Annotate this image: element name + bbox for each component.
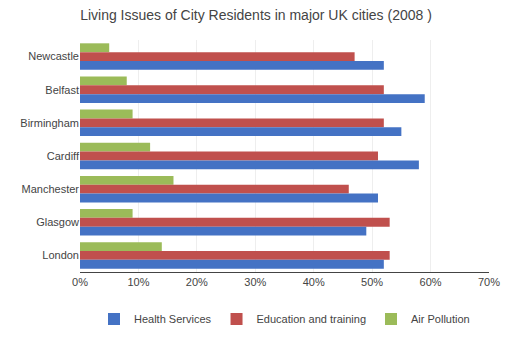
svg-text:Cardiff: Cardiff	[47, 150, 80, 162]
svg-text:Newcastle: Newcastle	[28, 50, 79, 62]
svg-text:40%: 40%	[303, 276, 325, 288]
svg-text:Manchester: Manchester	[22, 183, 80, 195]
svg-text:Belfast: Belfast	[45, 84, 79, 96]
svg-text:Education and training: Education and training	[257, 313, 366, 325]
svg-text:70%: 70%	[478, 276, 500, 288]
svg-text:60%: 60%	[420, 276, 442, 288]
svg-text:50%: 50%	[361, 276, 383, 288]
svg-text:10%: 10%	[127, 276, 149, 288]
svg-text:Living Issues of City Resident: Living Issues of City Residents in major…	[80, 7, 432, 23]
svg-text:20%: 20%	[186, 276, 208, 288]
svg-text:30%: 30%	[244, 276, 266, 288]
svg-text:Birmingham: Birmingham	[20, 117, 79, 129]
svg-text:Health Services: Health Services	[134, 313, 212, 325]
svg-text:Glasgow: Glasgow	[36, 216, 79, 228]
svg-text:London: London	[42, 249, 79, 261]
svg-text:Air Pollution: Air Pollution	[411, 313, 470, 325]
svg-text:0%: 0%	[72, 276, 88, 288]
